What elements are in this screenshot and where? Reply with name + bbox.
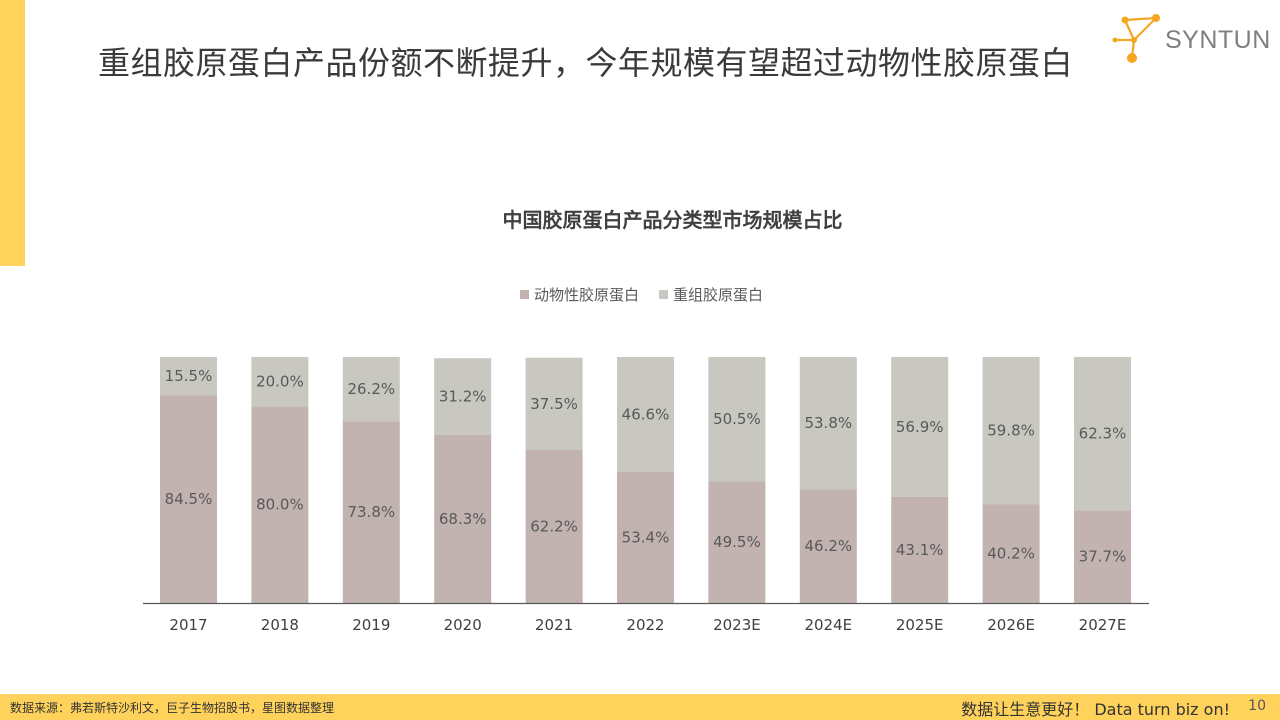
logo-text: SYNTUN — [1165, 26, 1271, 54]
bar-segment-animal-2018 — [251, 406, 309, 603]
bar-segment-animal-2024E — [799, 489, 857, 603]
bar-segment-recombinant-2020 — [434, 358, 492, 435]
footer-source: 数据来源：弗若斯特沙利文，巨子生物招股书，星图数据整理 — [10, 701, 335, 715]
logo-network-icon — [1112, 14, 1160, 63]
bar-segment-recombinant-2022 — [617, 357, 674, 472]
legend-label-animal: 动物性胶原蛋白 — [534, 285, 640, 304]
x-tick-label-2018: 2018 — [261, 616, 299, 634]
footer-slogan: 数据让生意更好！ Data turn biz on! — [961, 700, 1230, 719]
data-label-animal-2025E: 43.1% — [896, 541, 944, 559]
x-tick-label-2027E: 2027E — [1079, 616, 1127, 634]
data-label-animal-2019: 73.8% — [347, 503, 395, 521]
x-tick-label-2019: 2019 — [352, 616, 390, 634]
bar-segment-recombinant-2017 — [160, 357, 217, 396]
data-label-recombinant-2023E: 50.5% — [713, 410, 761, 428]
x-tick-label-2024E: 2024E — [804, 616, 852, 634]
chart-legend: 动物性胶原蛋白 重组胶原蛋白 — [520, 284, 763, 304]
bar-segment-recombinant-2018 — [251, 357, 309, 407]
data-label-recombinant-2017: 15.5% — [165, 367, 213, 385]
bar-segment-recombinant-2025E — [891, 357, 949, 497]
data-label-recombinant-2019: 26.2% — [347, 380, 395, 398]
bar-segment-recombinant-2019 — [342, 357, 400, 422]
bar-segment-animal-2020 — [434, 434, 492, 603]
bar-segment-animal-2026E — [982, 504, 1040, 603]
x-tick-label-2026E: 2026E — [987, 616, 1035, 634]
data-label-recombinant-2022: 46.6% — [622, 405, 670, 423]
chart-title: 中国胶原蛋白产品分类型市场规模占比 — [502, 208, 843, 232]
data-label-animal-2022: 53.4% — [622, 528, 670, 546]
data-label-recombinant-2026E: 59.8% — [987, 422, 1035, 440]
bar-segment-animal-2023E — [708, 481, 766, 603]
bar-segment-recombinant-2024E — [799, 357, 857, 490]
legend-swatch-animal — [520, 289, 529, 299]
syntun-logo: SYNTUN — [1110, 10, 1270, 66]
x-tick-label-2021: 2021 — [535, 616, 573, 634]
data-label-recombinant-2025E: 56.9% — [896, 418, 944, 436]
bar-segment-recombinant-2027E — [1074, 357, 1131, 511]
data-label-recombinant-2027E: 62.3% — [1079, 425, 1127, 443]
legend-swatch-recombinant — [659, 289, 669, 299]
bar-segment-animal-2019 — [342, 421, 400, 603]
x-tick-label-2020: 2020 — [444, 616, 482, 634]
data-label-animal-2023E: 49.5% — [713, 533, 761, 551]
data-label-animal-2027E: 37.7% — [1079, 548, 1127, 566]
footer-bar: 数据来源：弗若斯特沙利文，巨子生物招股书，星图数据整理 数据让生意更好！ Dat… — [0, 694, 1280, 720]
bar-segment-recombinant-2021 — [525, 357, 583, 450]
data-label-animal-2021: 62.2% — [530, 517, 578, 535]
left-accent-bar — [0, 0, 25, 266]
page-number: 10 — [1248, 698, 1266, 714]
x-tick-label-2025E: 2025E — [896, 616, 944, 634]
x-tick-label-2023E: 2023E — [713, 616, 761, 634]
data-label-recombinant-2021: 37.5% — [530, 395, 578, 413]
data-label-recombinant-2020: 31.2% — [439, 388, 487, 406]
data-label-recombinant-2024E: 53.8% — [804, 414, 852, 432]
legend-label-recombinant: 重组胶原蛋白 — [673, 285, 764, 304]
data-label-recombinant-2018: 20.0% — [256, 373, 304, 391]
bar-segment-animal-2025E — [891, 496, 949, 603]
x-tick-label-2017: 2017 — [169, 616, 207, 634]
bar-segment-animal-2027E — [1074, 510, 1131, 603]
bar-segment-animal-2022 — [617, 471, 674, 603]
data-label-animal-2018: 80.0% — [256, 496, 304, 514]
bar-segment-recombinant-2026E — [982, 357, 1040, 505]
bar-segment-animal-2017 — [160, 395, 217, 603]
legend-item-recombinant: 重组胶原蛋白 — [659, 284, 763, 305]
legend-item-animal: 动物性胶原蛋白 — [520, 284, 639, 305]
data-label-animal-2026E: 40.2% — [987, 545, 1035, 563]
data-label-animal-2017: 84.5% — [165, 490, 213, 508]
data-label-animal-2024E: 46.2% — [804, 537, 852, 555]
slide-title: 重组胶原蛋白产品份额不断提升，今年规模有望超过动物性胶原蛋白 — [98, 44, 1074, 82]
bar-segment-recombinant-2023E — [708, 357, 766, 482]
bar-segment-animal-2021 — [525, 449, 583, 603]
x-tick-label-2022: 2022 — [626, 616, 664, 634]
data-label-animal-2020: 68.3% — [439, 510, 487, 528]
